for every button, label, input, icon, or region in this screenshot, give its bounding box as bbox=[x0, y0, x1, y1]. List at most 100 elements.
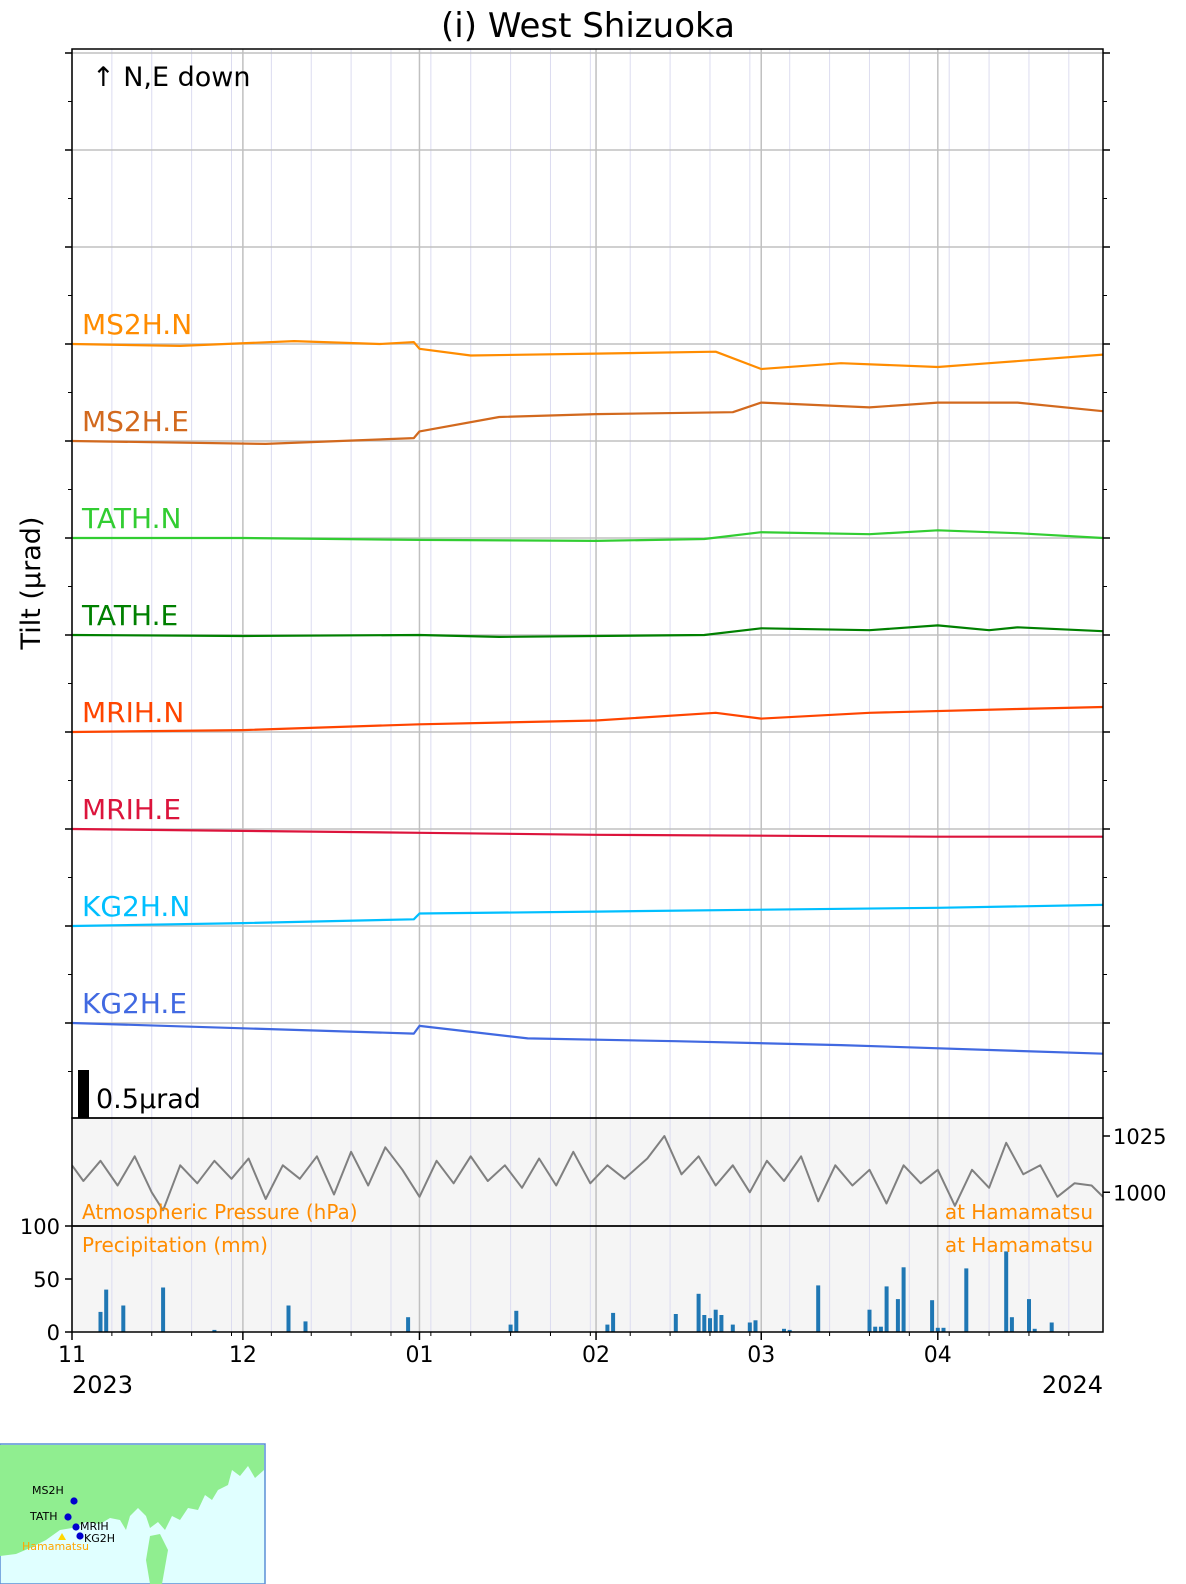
precipitation-bar bbox=[212, 1329, 217, 1332]
axes: 11 12 01 02 03 04 1025 1000 0 50 100 bbox=[20, 52, 1166, 1368]
inset-peninsula bbox=[146, 1534, 168, 1584]
scale-bar-label: 0.5μrad bbox=[96, 1084, 201, 1115]
precipitation-bar bbox=[935, 1327, 940, 1332]
station-label-kg2h: KG2H bbox=[84, 1532, 115, 1545]
series-line-mrih-e bbox=[72, 827, 1103, 838]
series-line-ms2h-n bbox=[72, 340, 1103, 371]
precipitation-bar bbox=[611, 1312, 616, 1332]
series-name-label: MRIH.E bbox=[82, 793, 181, 826]
precipitation-bar bbox=[782, 1328, 786, 1332]
precipitation-bar bbox=[514, 1310, 519, 1332]
precipitation-bar bbox=[1004, 1251, 1009, 1332]
series-name-label: MS2H.E bbox=[82, 405, 189, 438]
precipitation-bar bbox=[930, 1300, 935, 1332]
scale-bar bbox=[78, 1070, 89, 1118]
month-tick-label: 11 bbox=[58, 1343, 86, 1368]
precipitation-label: Precipitation (mm) bbox=[82, 1233, 268, 1257]
precipitation-bar bbox=[702, 1315, 707, 1332]
y-axis-label: Tilt (μrad) bbox=[16, 517, 47, 651]
station-dot-tath bbox=[64, 1513, 72, 1521]
series-line-kg2h-e bbox=[72, 1021, 1103, 1055]
precipitation-bar bbox=[941, 1327, 946, 1332]
pressure-tick-label: 1000 bbox=[1113, 1181, 1166, 1205]
main-panel-frame bbox=[71, 48, 1104, 1119]
precipitation-bar bbox=[787, 1329, 792, 1332]
precipitation-location: at Hamamatsu bbox=[945, 1233, 1093, 1257]
series-line-mrih-n bbox=[72, 705, 1103, 734]
tilt-series bbox=[72, 340, 1103, 1055]
pressure-line bbox=[72, 1135, 1103, 1212]
series-name-label: TATH.N bbox=[81, 502, 181, 535]
series-line-kg2h-n bbox=[72, 903, 1103, 928]
precipitation-bar bbox=[753, 1320, 758, 1332]
station-label-mrih: MRIH bbox=[80, 1520, 109, 1533]
chart-title: (i) West Shizuoka bbox=[441, 6, 735, 46]
city-label-hamamatsu: Hamamatsu bbox=[22, 1540, 89, 1553]
precipitation-bar bbox=[895, 1299, 900, 1332]
precipitation-bar bbox=[719, 1315, 724, 1332]
series-name-label: MS2H.N bbox=[82, 308, 192, 341]
station-dot-mrih bbox=[72, 1523, 80, 1531]
precipitation-bar bbox=[708, 1318, 712, 1332]
precipitation-bar bbox=[873, 1326, 878, 1332]
month-tick-label: 12 bbox=[229, 1343, 257, 1368]
month-tick-label: 02 bbox=[582, 1343, 610, 1368]
precipitation-bar bbox=[98, 1311, 103, 1332]
precipitation-bar bbox=[696, 1293, 701, 1332]
series-line-tath-e bbox=[72, 624, 1103, 638]
station-dot-ms2h bbox=[70, 1497, 78, 1505]
pressure-location: at Hamamatsu bbox=[945, 1200, 1093, 1224]
precipitation-tick-label: 100 bbox=[20, 1215, 60, 1239]
hamamatsu-marker bbox=[58, 1533, 66, 1540]
precipitation-bar bbox=[406, 1317, 411, 1332]
precipitation-bar bbox=[878, 1326, 883, 1332]
inset-map: MS2H TATH MRIH KG2H Hamamatsu bbox=[0, 1443, 266, 1584]
station-label-tath: TATH bbox=[29, 1510, 58, 1523]
precipitation-bar bbox=[713, 1309, 718, 1332]
precipitation-bar bbox=[508, 1324, 513, 1332]
precipitation-bar bbox=[747, 1322, 752, 1332]
precipitation-bar bbox=[1009, 1317, 1014, 1332]
pressure-label: Atmospheric Pressure (hPa) bbox=[82, 1200, 358, 1224]
precipitation-bar bbox=[964, 1268, 969, 1332]
year-label-right: 2024 bbox=[1042, 1371, 1103, 1399]
precipitation-bar bbox=[303, 1321, 308, 1332]
precipitation-bar bbox=[1027, 1299, 1031, 1332]
precipitation-bar bbox=[673, 1314, 678, 1332]
precipitation-bar bbox=[884, 1286, 889, 1332]
direction-note: ↑ N,E down bbox=[92, 62, 250, 93]
precipitation-bar bbox=[730, 1324, 735, 1332]
pressure-series bbox=[72, 1135, 1103, 1212]
precipitation-bar bbox=[121, 1305, 126, 1332]
series-name-label: TATH.E bbox=[81, 599, 178, 632]
month-tick-label: 04 bbox=[924, 1343, 952, 1368]
precipitation-bar bbox=[104, 1289, 109, 1332]
pressure-panel-bg bbox=[72, 1118, 1103, 1226]
inset-land bbox=[0, 1445, 264, 1556]
precipitation-bar bbox=[161, 1287, 166, 1332]
series-name-label: KG2H.E bbox=[82, 987, 187, 1020]
series-labels: MS2H.N MS2H.E TATH.N TATH.E MRIH.N MRIH.E KG2H… bbox=[81, 308, 192, 1020]
series-name-label: MRIH.N bbox=[82, 696, 184, 729]
series-line-tath-n bbox=[72, 529, 1103, 542]
series-line-ms2h-e bbox=[72, 401, 1103, 445]
precipitation-bar bbox=[1049, 1322, 1054, 1332]
precipitation-tick-label: 50 bbox=[33, 1268, 60, 1292]
station-dot-kg2h bbox=[76, 1532, 84, 1540]
month-tick-label: 01 bbox=[405, 1343, 433, 1368]
precipitation-bar bbox=[1032, 1328, 1037, 1332]
precipitation-bar bbox=[286, 1305, 291, 1332]
year-label-left: 2023 bbox=[72, 1371, 133, 1399]
precipitation-bar bbox=[867, 1309, 872, 1332]
station-label-ms2h: MS2H bbox=[32, 1484, 64, 1497]
precipitation-bars bbox=[98, 1251, 1054, 1332]
precipitation-tick-label: 0 bbox=[47, 1321, 60, 1345]
precipitation-bar bbox=[901, 1267, 906, 1332]
precipitation-bar bbox=[605, 1324, 610, 1332]
month-tick-label: 03 bbox=[747, 1343, 775, 1368]
series-name-label: KG2H.N bbox=[82, 890, 190, 923]
precipitation-panel-frame bbox=[71, 1225, 1104, 1333]
precipitation-bar bbox=[816, 1285, 821, 1332]
pressure-tick-label: 1025 bbox=[1113, 1125, 1166, 1149]
